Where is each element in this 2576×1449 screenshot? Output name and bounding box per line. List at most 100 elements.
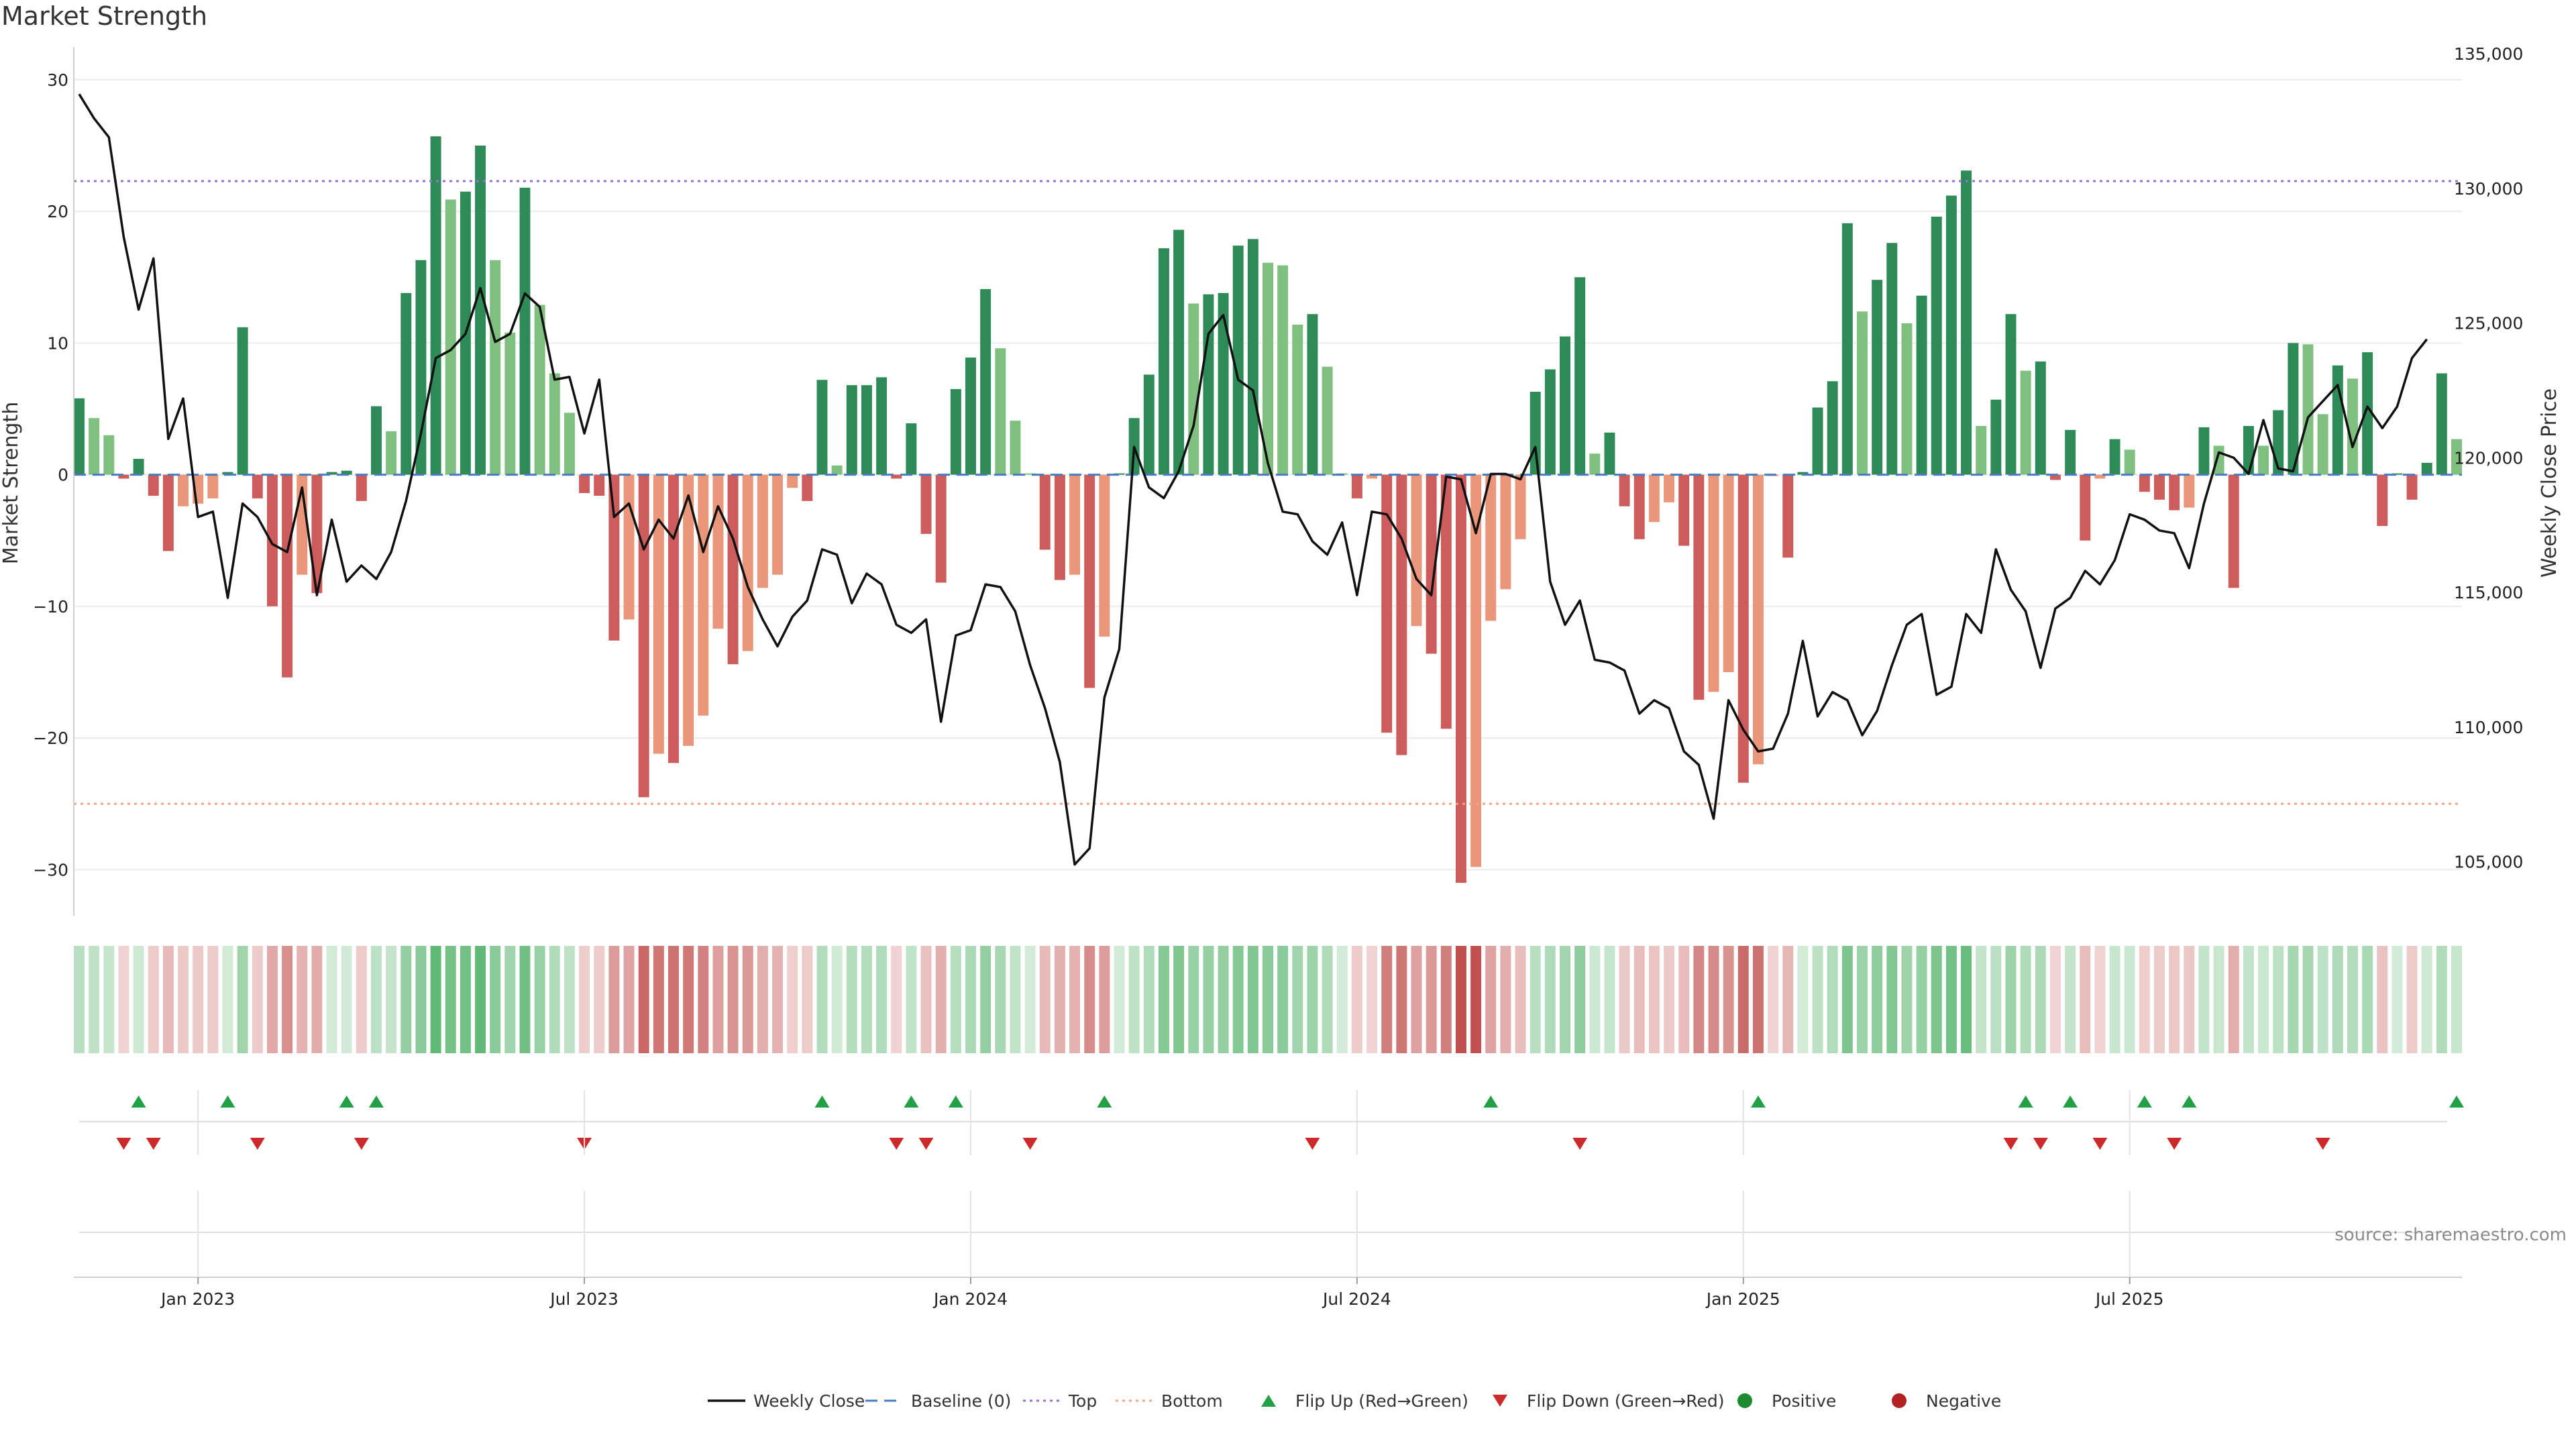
strength-bar xyxy=(1901,323,1913,475)
x-tick-label: Jul 2025 xyxy=(2094,1289,2164,1309)
strength-bar xyxy=(162,474,174,551)
left-axis-label: Market Strength xyxy=(0,402,23,564)
strength-bar xyxy=(1307,314,1318,475)
strength-bar xyxy=(2332,365,2343,475)
flip-up-marker xyxy=(2018,1095,2033,1108)
heat-cell xyxy=(742,946,753,1053)
heat-cell xyxy=(549,946,560,1053)
right-tick-label: 120,000 xyxy=(2454,448,2523,468)
heat-cell xyxy=(2124,946,2135,1053)
strength-bar xyxy=(1916,295,1927,475)
strength-bar xyxy=(1872,280,1883,475)
strength-bar xyxy=(1737,474,1749,783)
heat-cell xyxy=(1827,946,1838,1053)
heat-cell xyxy=(311,946,323,1053)
strength-bar xyxy=(1485,474,1497,621)
strength-bar xyxy=(935,474,947,583)
heat-cell xyxy=(1396,946,1407,1053)
strength-bar xyxy=(475,145,486,475)
heat-cell xyxy=(475,946,486,1053)
strength-bar xyxy=(920,474,932,534)
heat-cell xyxy=(564,946,575,1053)
left-tick-label: 10 xyxy=(47,333,68,353)
flip-up-marker xyxy=(1097,1095,1112,1108)
strength-bar xyxy=(579,474,590,494)
strength-bar xyxy=(237,327,248,475)
heat-cell xyxy=(757,946,768,1053)
flip-down-marker xyxy=(1022,1138,1038,1150)
heat-cell xyxy=(2005,946,2017,1053)
strength-bar xyxy=(1218,292,1229,475)
heat-cell xyxy=(1010,946,1021,1053)
heat-cell xyxy=(1307,946,1318,1053)
heat-cell xyxy=(1589,946,1601,1053)
strength-bar xyxy=(1158,248,1169,475)
heat-cell xyxy=(2302,946,2314,1053)
heat-cell xyxy=(1173,946,1185,1053)
strength-bar xyxy=(386,431,397,475)
strength-bar xyxy=(207,474,219,498)
heat-cell xyxy=(1633,946,1645,1053)
strength-bar xyxy=(311,474,323,594)
flip-down-marker xyxy=(2092,1138,2108,1150)
strength-bar xyxy=(2347,378,2358,475)
heat-cell xyxy=(237,946,248,1053)
strength-bar xyxy=(2035,361,2046,475)
strength-bar xyxy=(1411,474,1422,627)
left-tick-label: −20 xyxy=(33,729,68,748)
flip-down-marker xyxy=(2003,1138,2019,1150)
strength-bar xyxy=(2406,474,2418,500)
heat-cell xyxy=(1797,946,1809,1053)
heat-cell xyxy=(1203,946,1214,1053)
legend-positive-swatch xyxy=(1737,1393,1752,1408)
heat-cell xyxy=(162,946,174,1053)
strength-bar xyxy=(1990,399,2002,475)
heat-cell xyxy=(519,946,531,1053)
heat-cell xyxy=(1945,946,1957,1053)
strength-bar xyxy=(266,474,278,606)
heat-cell xyxy=(802,946,813,1053)
heat-cell xyxy=(252,946,263,1053)
legend-label: Bottom xyxy=(1161,1391,1223,1411)
strength-bar xyxy=(1143,374,1155,475)
legend-label: Positive xyxy=(1772,1391,1836,1411)
flip-up-marker xyxy=(369,1095,384,1108)
strength-bar xyxy=(1010,421,1021,475)
heat-cell xyxy=(2035,946,2046,1053)
heat-cell xyxy=(504,946,516,1053)
heat-cell xyxy=(386,946,397,1053)
heat-cell xyxy=(1485,946,1497,1053)
strength-bar xyxy=(2065,429,2076,475)
heat-cell xyxy=(1455,946,1466,1053)
legend-item-circle-red: Negative xyxy=(1892,1391,2001,1411)
right-tick-label: 110,000 xyxy=(2454,718,2523,737)
strength-bar xyxy=(1544,369,1556,475)
heat-cell xyxy=(118,946,129,1053)
strength-bar xyxy=(965,357,976,475)
flip-down-marker xyxy=(889,1138,904,1150)
flip-down-marker xyxy=(250,1138,265,1150)
strength-bar xyxy=(876,377,888,475)
heat-cell xyxy=(772,946,784,1053)
strength-bar xyxy=(1322,366,1333,475)
strength-bar xyxy=(891,474,902,479)
strength-bar xyxy=(1708,474,1719,692)
strength-bar xyxy=(861,385,872,475)
strength-bar xyxy=(1976,425,1987,475)
heat-cell xyxy=(1277,946,1289,1053)
strength-bar xyxy=(831,465,843,475)
heat-cell xyxy=(2332,946,2343,1053)
strength-bar xyxy=(1292,324,1303,475)
strength-bar xyxy=(1827,381,1838,475)
heat-cell xyxy=(1752,946,1764,1053)
heat-cell xyxy=(1961,946,1972,1053)
strength-bar xyxy=(504,332,516,475)
heat-cell xyxy=(415,946,427,1053)
strength-bar xyxy=(2049,474,2061,480)
strength-bar xyxy=(1470,474,1482,867)
strength-bar xyxy=(1173,229,1185,475)
strength-bar xyxy=(519,187,531,475)
strength-bar xyxy=(1604,432,1615,475)
heat-cell xyxy=(1515,946,1526,1053)
strength-bar xyxy=(638,474,649,798)
